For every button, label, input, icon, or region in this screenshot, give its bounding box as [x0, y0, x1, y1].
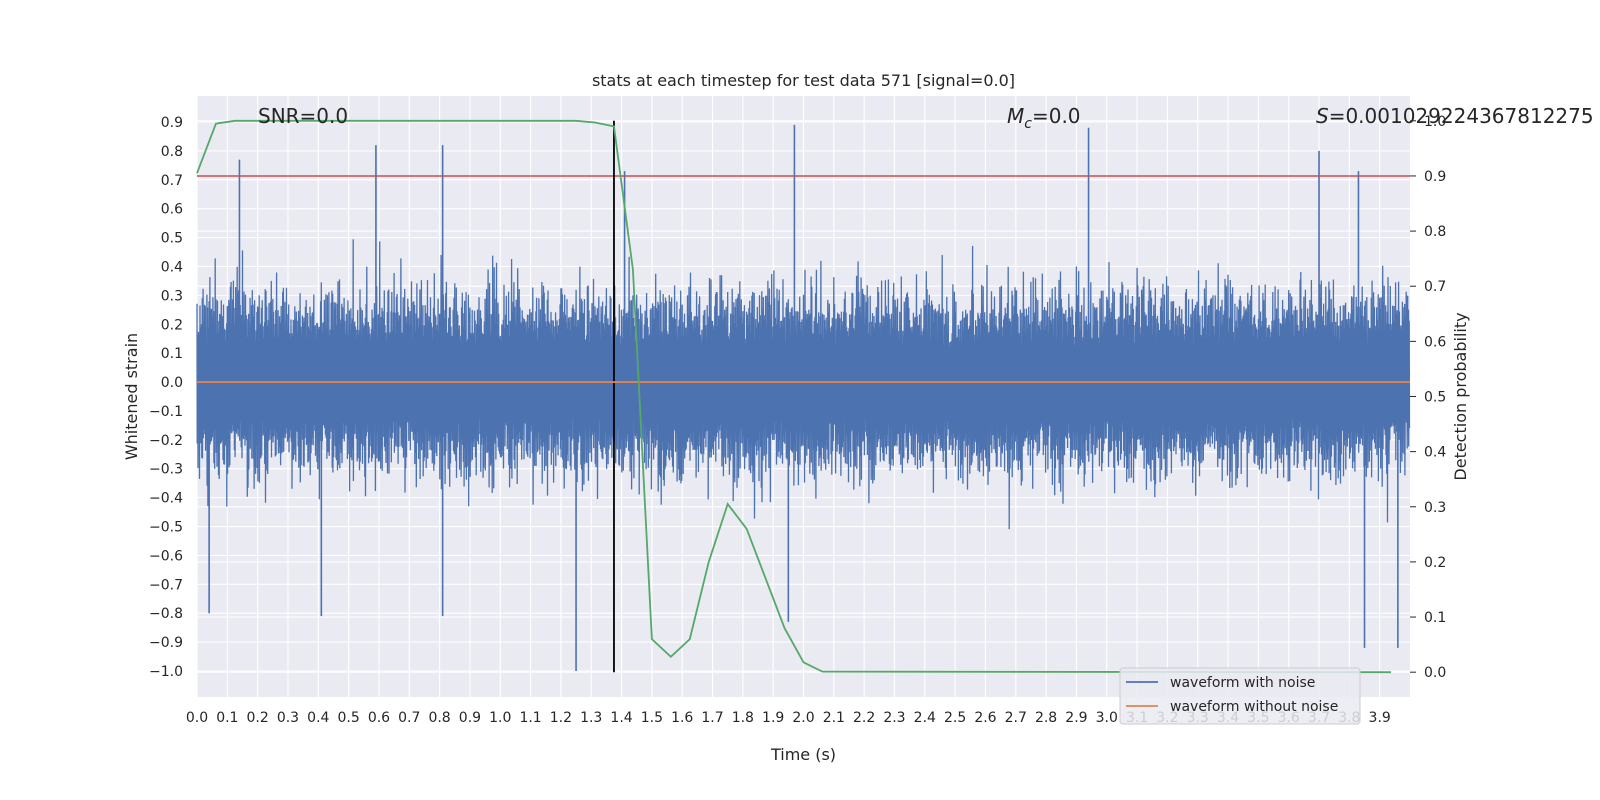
x-tick-label: 1.6	[671, 710, 693, 726]
x-tick-label: 1.2	[550, 710, 572, 726]
x-tick-label: 3.9	[1369, 710, 1391, 726]
s-annotation: S=0.00102922436781227​5	[1316, 104, 1594, 128]
y2-tick-label: 0.7	[1424, 279, 1446, 295]
y2-tick-label: 1.0	[1424, 114, 1446, 130]
x-tick-label: 0.1	[216, 710, 238, 726]
x-tick-label: 0.2	[247, 710, 269, 726]
chart-title: stats at each timestep for test data 571…	[592, 71, 1015, 90]
y2-tick-label: 0.8	[1424, 224, 1446, 240]
y-tick-label: 0.6	[161, 202, 183, 218]
x-tick-label: 2.5	[944, 710, 966, 726]
x-tick-label: 2.8	[1035, 710, 1057, 726]
y-axis-label: Whitened strain	[122, 333, 141, 460]
y2-tick-label: 0.9	[1424, 169, 1446, 185]
x-tick-label: 1.8	[732, 710, 754, 726]
line-series-layer	[196, 119, 1410, 674]
y2-tick-label: 0.3	[1424, 500, 1446, 516]
snr-annotation: SNR=0.0	[258, 104, 348, 128]
y-tick-label: 0.2	[161, 317, 183, 333]
y-tick-label: 0.8	[161, 144, 183, 160]
y2-axis-label: Detection probability	[1451, 312, 1470, 480]
y-tick-label: −0.2	[149, 433, 183, 449]
x-tick-label: 2.7	[1005, 710, 1027, 726]
x-tick-label: 0.5	[337, 710, 359, 726]
x-tick-label: 2.1	[823, 710, 845, 726]
x-tick-label: 1.1	[519, 710, 541, 726]
y-tick-label: 0.4	[161, 259, 183, 275]
x-tick-label: 1.7	[701, 710, 723, 726]
y-tick-label: 0.9	[161, 115, 183, 131]
x-tick-label: 0.4	[307, 710, 329, 726]
y2-tick-label: 0.0	[1424, 665, 1446, 681]
y-tick-label: −0.8	[149, 606, 183, 622]
x-tick-label: 1.0	[489, 710, 511, 726]
mc-subscript: c	[1024, 116, 1032, 132]
legend-label: waveform with noise	[1170, 675, 1315, 691]
x-tick-label: 1.4	[610, 710, 632, 726]
x-tick-label: 0.7	[398, 710, 420, 726]
x-tick-label: 1.9	[762, 710, 784, 726]
y2-tick-label: 0.6	[1424, 334, 1446, 350]
y-tick-label: −0.5	[149, 520, 183, 536]
s-value: =0.00102922436781227​5	[1329, 104, 1594, 128]
y-tick-label: −1.0	[149, 664, 183, 680]
y-tick-label: 0.0	[161, 375, 183, 391]
y-tick-label: 0.5	[161, 231, 183, 247]
y2-tick-label: 0.1	[1424, 610, 1446, 626]
x-tick-label: 2.9	[1065, 710, 1087, 726]
detection-probability-line	[196, 119, 1392, 674]
legend: waveform with noise waveform without nois…	[1119, 667, 1361, 725]
x-tick-label: 0.3	[277, 710, 299, 726]
y-tick-label: −0.4	[149, 491, 183, 507]
x-tick-label: 2.2	[853, 710, 875, 726]
legend-box	[1119, 667, 1361, 725]
y2-tick-label: 0.4	[1424, 445, 1446, 461]
mc-symbol: M	[1007, 104, 1024, 128]
y2-tick-label: 0.5	[1424, 390, 1446, 406]
x-tick-label: 0.0	[186, 710, 208, 726]
y-tick-label: −0.7	[149, 577, 183, 593]
x-tick-label: 2.6	[974, 710, 996, 726]
y-tick-label: −0.1	[149, 404, 183, 420]
y2-tick-label: 0.2	[1424, 555, 1446, 571]
x-tick-label: 1.5	[641, 710, 663, 726]
y-axis-ticks: 0.9 0.8 0.7 0.6 0.5 0.4 0.3 0.2 0.1 0.0 −0.1 −0.2 −0…	[149, 115, 183, 680]
y-tick-label: 0.1	[161, 346, 183, 362]
x-tick-label: 3.0	[1096, 710, 1118, 726]
x-tick-label: 0.9	[459, 710, 481, 726]
x-tick-label: 0.8	[428, 710, 450, 726]
y-tick-label: −0.3	[149, 462, 183, 478]
s-symbol: S	[1316, 104, 1329, 128]
y2-axis-ticks: 1.0 0.9 0.8 0.7 0.6 0.5 0.4 0.3 0.2 0.1 0.0	[1410, 114, 1446, 681]
mc-value: =0.0	[1032, 104, 1081, 128]
y-tick-label: 0.7	[161, 173, 183, 189]
y-tick-label: −0.6	[149, 548, 183, 564]
x-tick-label: 2.4	[914, 710, 936, 726]
legend-label: waveform without noise	[1170, 699, 1338, 715]
x-tick-label: 0.6	[368, 710, 390, 726]
x-tick-label: 2.3	[883, 710, 905, 726]
y-tick-label: 0.3	[161, 288, 183, 304]
noise-waveform-path	[196, 239, 1411, 530]
x-tick-label: 1.3	[580, 710, 602, 726]
x-tick-label: 2.0	[792, 710, 814, 726]
noisy-waveform-series	[196, 124, 1411, 671]
y-tick-label: −0.9	[149, 635, 183, 651]
mc-annotation: Mc=0.0	[1007, 104, 1081, 132]
x-axis-label: Time (s)	[770, 745, 836, 764]
